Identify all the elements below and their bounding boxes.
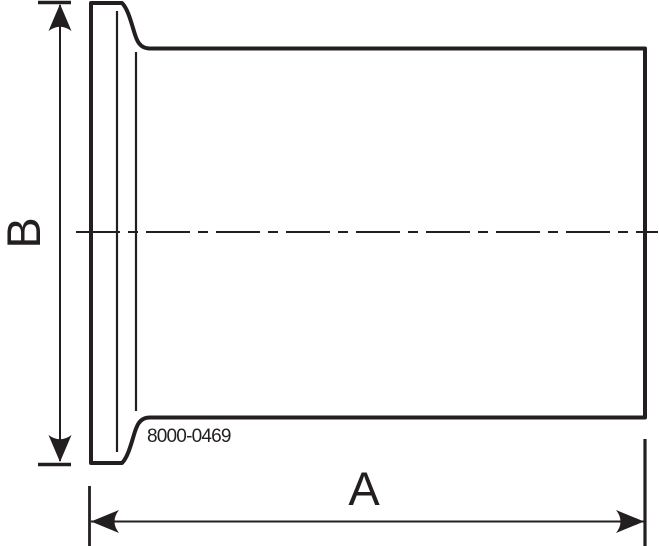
ferrule-outline — [89, 1, 647, 465]
part-number: 8000-0469 — [147, 426, 231, 447]
dim-b-label: B — [0, 217, 50, 248]
dim-a-label: A — [348, 462, 380, 515]
dim-a-arrow-right-icon — [616, 510, 644, 533]
dim-a-arrow-left-icon — [91, 510, 119, 533]
dim-b-arrow-up-icon — [48, 4, 72, 31]
dim-b-arrow-down-icon — [48, 435, 72, 462]
